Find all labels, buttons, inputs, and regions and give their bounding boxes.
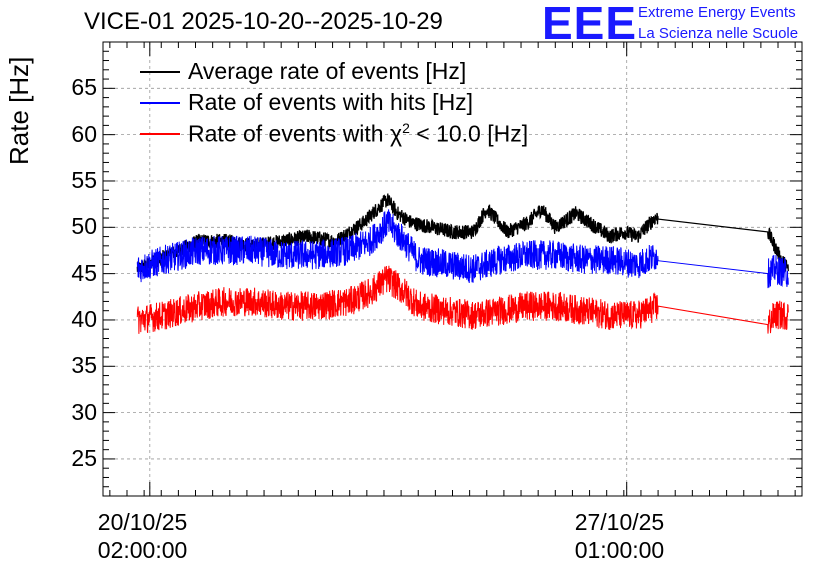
series-line-chi2 — [136, 265, 789, 334]
y-tick-label: 55 — [71, 166, 97, 193]
legend-chi2-suffix: < 10.0 [Hz] — [409, 120, 529, 147]
logo-text-line2: La Scienza nelle Scuole — [638, 25, 799, 42]
x-tick-label: 20/10/25 02:00:00 — [98, 508, 188, 564]
x-tick-date: 20/10/25 — [97, 509, 188, 535]
x-tick-time: 02:00:00 — [97, 537, 188, 563]
y-tick-label: 40 — [71, 305, 97, 332]
series-line-hits — [136, 209, 789, 289]
legend-chi2-symbol: χ — [390, 120, 403, 147]
chart-title: VICE-01 2025-10-20--2025-10-29 — [84, 8, 443, 35]
y-tick-label: 25 — [71, 444, 97, 471]
legend-line-chi2 — [140, 133, 180, 135]
eee-logo: EEE — [542, 0, 638, 49]
x-tick-label: 27/10/25 01:00:00 — [575, 508, 665, 564]
legend-label-chi2: Rate of events with χ2 < 10.0 [Hz] — [188, 120, 528, 148]
x-tick-date: 27/10/25 — [574, 509, 665, 535]
y-tick-label: 50 — [71, 213, 97, 240]
legend-line-hits — [140, 102, 180, 104]
legend-chi2-sup: 2 — [402, 120, 410, 136]
y-tick-label: 65 — [71, 74, 97, 101]
y-tick-label: 30 — [71, 398, 97, 425]
legend-line-average — [140, 71, 180, 73]
x-tick-time: 01:00:00 — [574, 537, 665, 563]
y-tick-label: 60 — [71, 120, 97, 147]
legend-label-average: Average rate of events [Hz] — [188, 58, 467, 84]
legend-chi2-prefix: Rate of events with — [188, 120, 390, 147]
y-tick-label: 35 — [71, 352, 97, 379]
logo-text-line1: Extreme Energy Events — [638, 4, 796, 21]
y-tick-label: 45 — [71, 259, 97, 286]
legend-label-hits: Rate of events with hits [Hz] — [188, 89, 474, 115]
y-axis-label: Rate [Hz] — [4, 56, 34, 165]
